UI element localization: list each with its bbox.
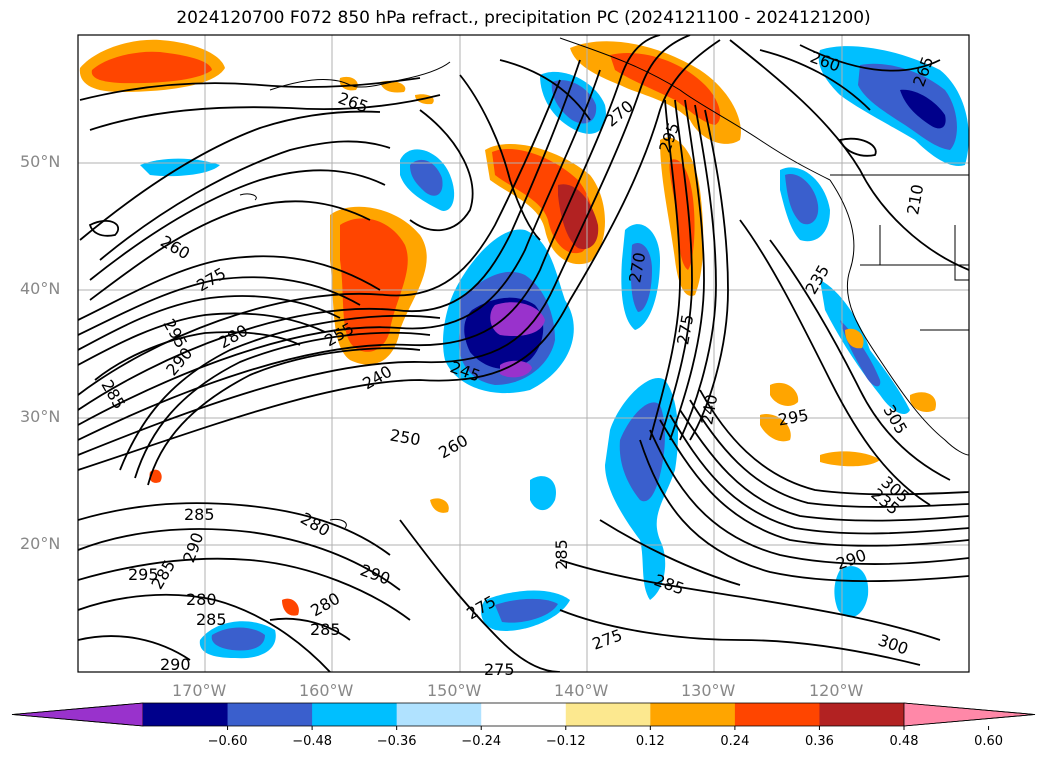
lon-label-170w: 170°W <box>172 681 227 700</box>
lat-label-40n: 40°N <box>20 279 61 298</box>
lat-label-20n: 20°N <box>20 534 61 553</box>
colorbar-segment <box>396 703 482 726</box>
colorbar-tick-label: 0.36 <box>804 734 834 749</box>
colorbar-tick-label: −0.48 <box>292 734 333 749</box>
contour-label: 290 <box>160 655 191 674</box>
lon-label-160w: 160°W <box>299 681 354 700</box>
lat-label-30n: 30°N <box>20 407 61 426</box>
colorbar-tick-label: 0.24 <box>720 734 750 749</box>
lon-label-140w: 140°W <box>554 681 609 700</box>
colorbar-segment <box>143 703 229 726</box>
colorbar-tick-label: 0.48 <box>889 734 919 749</box>
contour-label: 280 <box>186 590 217 609</box>
colorbar-tick-label: −0.12 <box>545 734 586 749</box>
map-frame <box>77 34 970 673</box>
colorbar-segment <box>734 703 820 726</box>
colorbar-tick-label: −0.36 <box>376 734 417 749</box>
contour-label: 285 <box>310 620 341 639</box>
refractivity-contours <box>78 35 969 672</box>
colorbar-tick-label: −0.24 <box>461 734 502 749</box>
map-title: 2024120700 F072 850 hPa refract., precip… <box>176 8 871 28</box>
coastlines <box>239 37 969 529</box>
lat-label-50n: 50°N <box>20 152 61 171</box>
colorbar-extend-low <box>11 702 144 727</box>
colorbar-extend-high <box>903 702 1036 727</box>
colorbar-tick-label: 0.60 <box>974 734 1004 749</box>
lon-label-130w: 130°W <box>681 681 736 700</box>
contour-label: 275 <box>484 660 515 679</box>
contour-label: 285 <box>551 539 571 570</box>
colorbar-segment <box>650 703 736 726</box>
map-content <box>78 35 969 672</box>
lon-label-150w: 150°W <box>427 681 482 700</box>
colorbar-tick-label: 0.12 <box>635 734 665 749</box>
colorbar-segment <box>481 703 567 726</box>
colorbar-tick-label: −0.60 <box>207 734 248 749</box>
colorbar-segment <box>819 703 905 726</box>
colorbar <box>11 702 1036 730</box>
contour-label: 285 <box>196 610 227 629</box>
colorbar-frame <box>11 702 1036 727</box>
contour-label: 295 <box>128 565 159 584</box>
lon-label-120w: 120°W <box>809 681 864 700</box>
colorbar-segment <box>565 703 651 726</box>
colorbar-segment <box>227 703 313 726</box>
contour-label: 285 <box>184 505 215 524</box>
colorbar-segment <box>312 703 398 726</box>
